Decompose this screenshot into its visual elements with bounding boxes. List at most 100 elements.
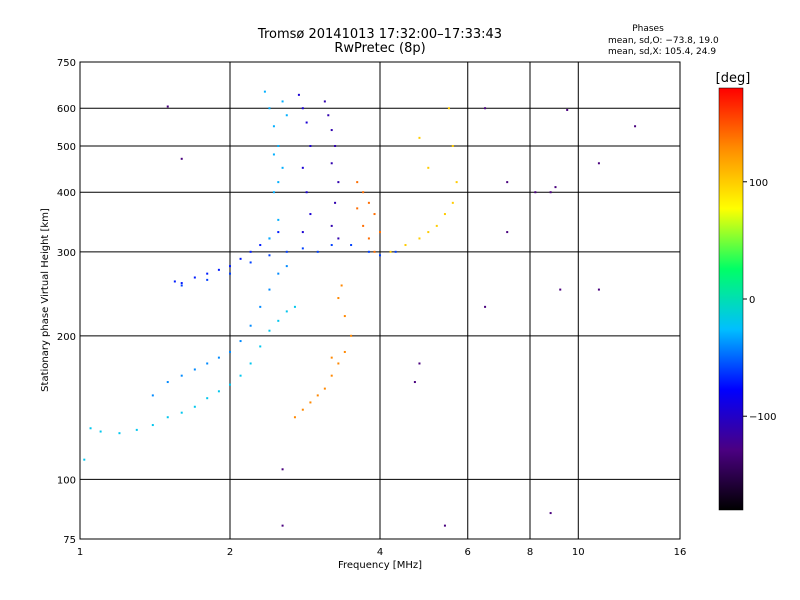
colorbar-ticks: 100 0 −100 xyxy=(743,178,776,423)
data-point xyxy=(272,125,275,128)
data-point xyxy=(337,362,340,365)
data-point xyxy=(277,272,280,275)
legend-title: Phases xyxy=(632,24,664,34)
data-point xyxy=(443,524,446,527)
data-point xyxy=(166,381,169,384)
data-point xyxy=(281,100,284,103)
data-point xyxy=(379,254,381,257)
data-point xyxy=(373,213,376,216)
data-point xyxy=(340,284,343,287)
data-point xyxy=(418,237,421,240)
data-point xyxy=(484,107,487,110)
data-point xyxy=(180,411,183,414)
series-points xyxy=(356,181,381,253)
chart-title: Tromsø 20141013 17:32:00–17:33:43 xyxy=(257,27,502,42)
data-point xyxy=(367,237,370,240)
data-point xyxy=(249,362,252,365)
data-point xyxy=(309,401,312,404)
colorbar-tick-label: 100 xyxy=(749,178,768,189)
y-tick-label: 400 xyxy=(57,188,76,199)
x-tick-label: 10 xyxy=(572,547,585,558)
data-point xyxy=(285,265,288,268)
data-point xyxy=(217,268,220,271)
data-point xyxy=(268,329,271,332)
data-point xyxy=(330,244,333,247)
grid-layer xyxy=(80,62,680,539)
data-point xyxy=(151,394,154,397)
data-point xyxy=(239,374,242,377)
y-tick-label: 300 xyxy=(57,248,76,259)
data-point xyxy=(337,181,340,184)
data-point xyxy=(435,224,438,227)
data-point xyxy=(285,310,288,313)
data-point xyxy=(239,257,242,260)
data-point xyxy=(506,231,509,234)
x-tick-label: 1 xyxy=(77,547,83,558)
data-point xyxy=(323,387,326,390)
data-point xyxy=(356,181,359,184)
data-point xyxy=(330,374,333,377)
data-point xyxy=(305,121,308,124)
data-point xyxy=(206,362,209,365)
data-point xyxy=(549,512,552,515)
data-point xyxy=(268,237,271,240)
x-tick-label: 16 xyxy=(674,547,687,558)
data-point xyxy=(559,288,562,291)
data-point xyxy=(330,224,333,227)
data-point xyxy=(506,181,509,184)
data-point xyxy=(337,237,340,240)
data-point xyxy=(451,201,454,204)
data-point xyxy=(549,191,552,194)
data-point xyxy=(118,432,121,435)
scatter-points xyxy=(83,90,637,527)
data-point xyxy=(268,107,271,110)
data-point xyxy=(634,125,637,128)
data-point xyxy=(217,356,220,359)
data-point xyxy=(350,244,353,247)
series-points xyxy=(173,231,280,285)
data-point xyxy=(301,166,304,169)
y-tick-label: 200 xyxy=(57,332,76,343)
data-point xyxy=(418,362,421,365)
data-point xyxy=(206,272,209,275)
data-point xyxy=(180,374,183,377)
data-point xyxy=(166,416,169,419)
data-point xyxy=(427,231,430,234)
data-point xyxy=(484,305,487,308)
data-point xyxy=(83,458,86,461)
data-point xyxy=(323,100,326,103)
data-point xyxy=(566,108,569,111)
data-point xyxy=(316,394,319,397)
data-point xyxy=(229,265,231,268)
data-point xyxy=(277,231,280,234)
y-tick-label: 100 xyxy=(57,475,76,486)
data-point xyxy=(249,324,252,327)
data-point xyxy=(285,114,288,117)
data-point xyxy=(249,261,252,264)
data-point xyxy=(301,107,304,110)
data-point xyxy=(334,144,337,147)
x-axis-label: Frequency [MHz] xyxy=(338,560,422,571)
data-point xyxy=(379,231,381,234)
colorbar-tick-label: 0 xyxy=(749,295,755,306)
series-points xyxy=(389,107,458,253)
data-point xyxy=(180,282,183,285)
data-point xyxy=(272,153,275,156)
y-tick-label: 750 xyxy=(57,58,76,69)
data-point xyxy=(443,213,446,216)
data-point xyxy=(272,191,275,194)
data-point xyxy=(193,368,196,371)
data-point xyxy=(305,191,308,194)
data-point xyxy=(362,224,365,227)
data-point xyxy=(180,284,183,287)
data-point xyxy=(263,90,266,93)
data-point xyxy=(239,340,242,343)
data-point xyxy=(293,305,296,308)
data-point xyxy=(343,350,346,353)
data-point xyxy=(268,254,271,257)
colorbar-tick-label: −100 xyxy=(749,412,776,423)
data-point xyxy=(447,107,450,110)
data-point xyxy=(249,250,252,253)
data-point xyxy=(373,250,376,253)
data-point xyxy=(277,218,280,221)
